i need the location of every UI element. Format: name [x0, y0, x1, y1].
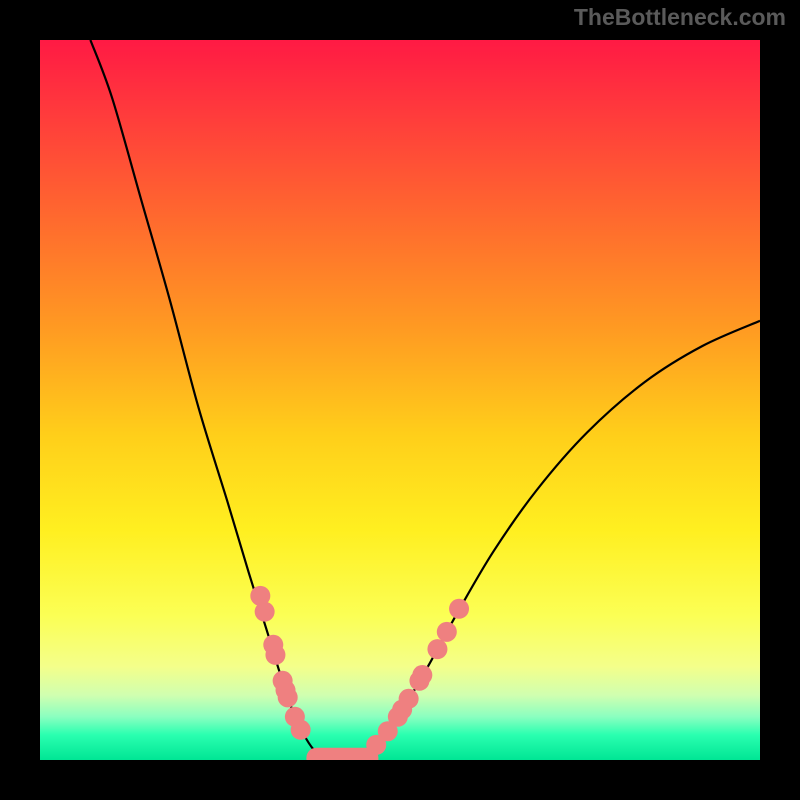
data-marker	[291, 720, 311, 740]
data-marker	[437, 622, 457, 642]
data-marker	[255, 602, 275, 622]
chart-container: { "watermark": { "text": "TheBottleneck.…	[0, 0, 800, 800]
data-marker	[412, 665, 432, 685]
data-marker	[427, 639, 447, 659]
watermark-text: TheBottleneck.com	[574, 4, 786, 31]
bottleneck-chart	[0, 0, 800, 800]
data-marker	[449, 599, 469, 619]
data-marker	[399, 689, 419, 709]
data-marker	[278, 687, 298, 707]
data-marker	[265, 645, 285, 665]
plot-background-gradient	[40, 40, 760, 760]
